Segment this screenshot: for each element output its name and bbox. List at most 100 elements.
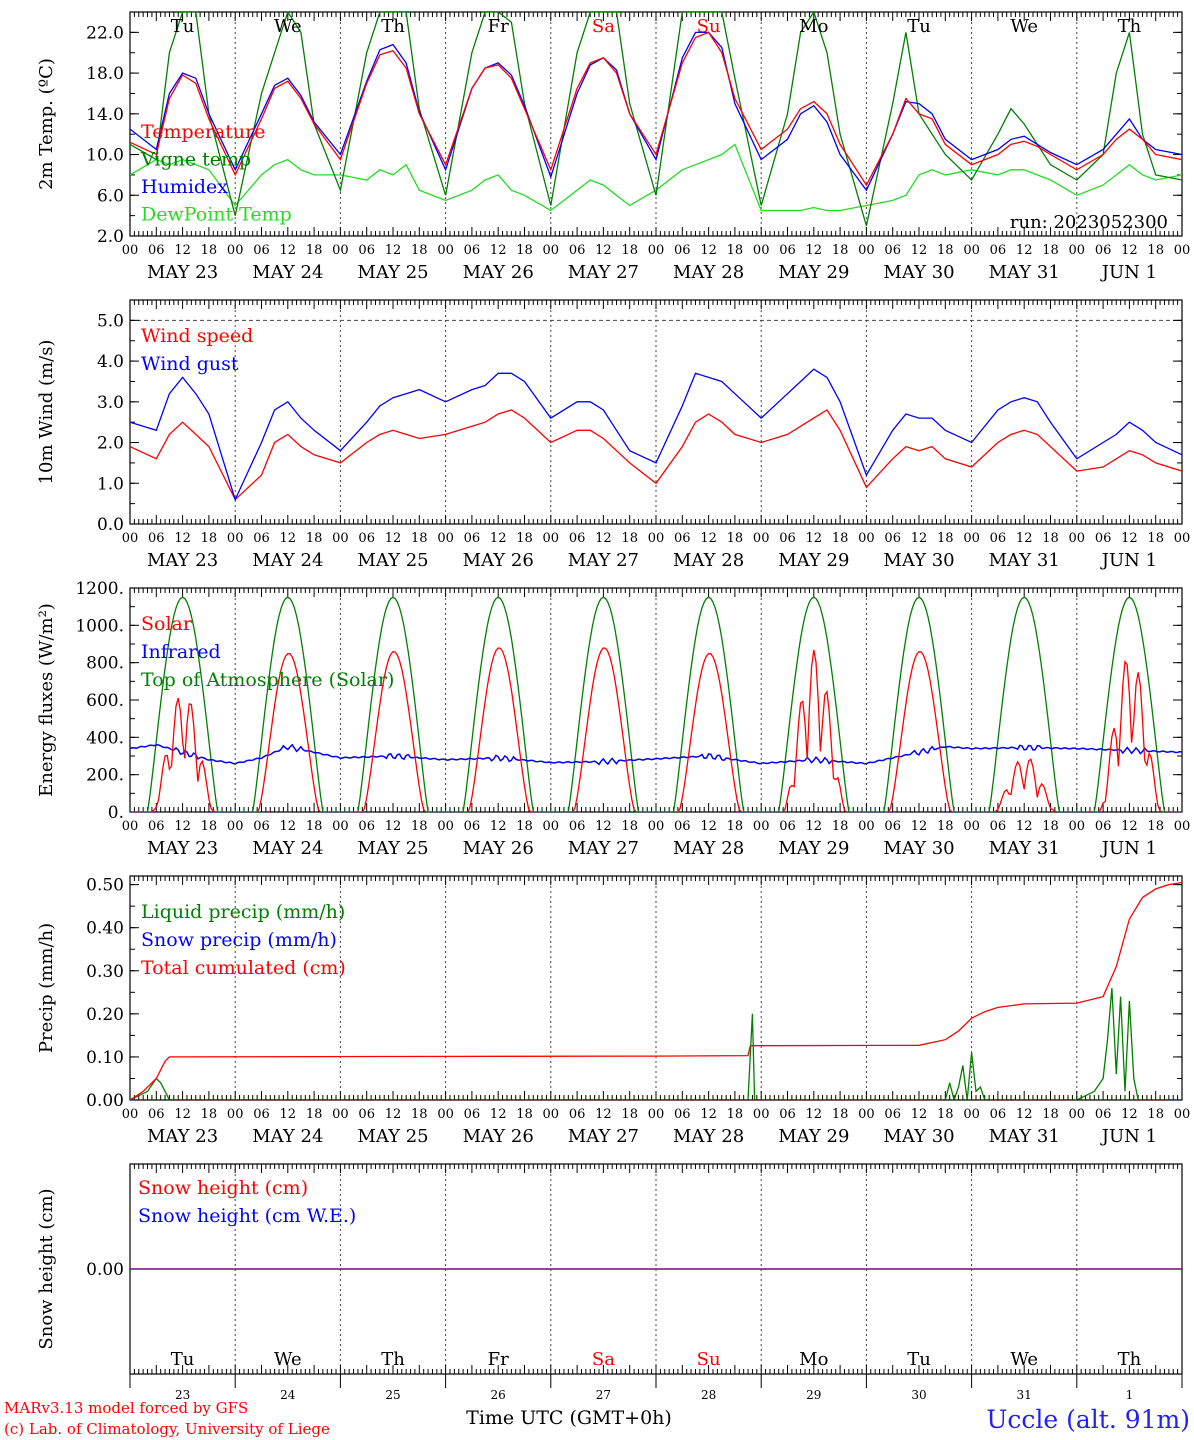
hour-tick-label: 06 [884,531,901,546]
hour-tick-label: 12 [911,531,928,546]
date-label: MAY 31 [989,838,1060,859]
hour-tick-label: 00 [543,531,560,546]
legend-entry: Total cumulated (cm) [141,957,346,979]
hour-tick-label: 18 [727,1107,744,1122]
date-label: JUN 1 [1100,1126,1157,1147]
hour-tick-label: 00 [753,243,770,258]
hour-tick-label: 12 [385,531,402,546]
date-label: MAY 25 [357,838,428,859]
hour-tick-label: 00 [437,531,454,546]
hour-tick-label: 12 [280,819,297,834]
hour-tick-label: 12 [174,1107,191,1122]
hour-tick-label: 00 [648,531,665,546]
run-annotation: run: 2023052300 [1010,212,1168,233]
hour-tick-label: 00 [543,1107,560,1122]
hour-tick-label: 00 [122,531,139,546]
hour-tick-label: 00 [648,1107,665,1122]
y-tick-label: 1.0 [97,474,124,494]
series-line-temperature [130,31,1182,187]
hour-tick-label: 06 [884,1107,901,1122]
hour-tick-label: 00 [963,243,980,258]
y-tick-label: 800. [86,654,124,674]
plot-area [130,881,1182,1100]
hour-tick-label: 18 [937,243,954,258]
hour-tick-label: 18 [306,531,323,546]
hour-tick-label: 06 [674,1107,691,1122]
hour-tick-label: 00 [1174,531,1191,546]
legend-entry: Humidex [141,176,228,198]
hour-tick-label: 00 [227,243,244,258]
hour-tick-label: 18 [1147,819,1164,834]
lab-credit: (c) Lab. of Climatology, University of L… [4,1420,330,1438]
plot-area [130,12,1182,226]
series-line-wind-gust [130,368,1182,502]
hour-tick-label: 18 [937,531,954,546]
date-label: MAY 23 [147,838,218,859]
hour-tick-label: 06 [148,1107,165,1122]
day-label: Th [381,16,405,37]
hour-tick-label: 18 [727,531,744,546]
hour-tick-label: 18 [306,819,323,834]
day-number: 30 [911,1388,926,1402]
hour-tick-label: 00 [1174,243,1191,258]
series-line-solar [130,647,1182,812]
legend-entry: Top of Atmosphere (Solar) [141,669,394,691]
hour-tick-label: 00 [332,243,349,258]
hour-tick-label: 06 [1095,819,1112,834]
date-label: MAY 26 [463,550,534,571]
legend-entry: Infrared [141,641,221,663]
hour-tick-label: 00 [543,819,560,834]
legend-entry: DewPoint Temp [141,204,292,226]
hour-tick-label: 00 [227,1107,244,1122]
date-label: MAY 26 [463,1126,534,1147]
day-label: Fr [488,16,509,37]
hour-tick-label: 06 [1095,1107,1112,1122]
y-axis-label: Precip (mm/h) [36,923,57,1053]
hour-tick-label: 12 [490,819,507,834]
hour-tick-label: 18 [727,243,744,258]
hour-tick-label: 12 [806,819,823,834]
hour-tick-label: 18 [727,819,744,834]
hour-tick-label: 00 [753,531,770,546]
hour-tick-label: 18 [201,531,218,546]
y-tick-label: 5.0 [97,311,124,331]
hour-tick-label: 00 [963,1107,980,1122]
y-axis-label: 2m Temp. (ºC) [36,58,57,190]
date-label: JUN 1 [1100,838,1157,859]
date-label: MAY 25 [357,262,428,283]
hour-tick-label: 06 [253,243,270,258]
hour-tick-label: 18 [201,1107,218,1122]
hour-tick-label: 18 [1042,243,1059,258]
y-tick-label: 2.0 [97,434,124,454]
hour-tick-label: 00 [227,819,244,834]
day-number: 29 [806,1388,821,1402]
date-label: MAY 30 [883,262,954,283]
day-label: Tu [171,1349,195,1370]
hour-tick-label: 06 [358,1107,375,1122]
y-tick-label: 22.0 [86,23,124,43]
hour-tick-label: 12 [700,1107,717,1122]
hour-tick-label: 18 [1042,819,1059,834]
hour-tick-label: 18 [832,1107,849,1122]
hour-tick-label: 12 [806,531,823,546]
date-label: MAY 31 [989,550,1060,571]
hour-tick-label: 06 [779,243,796,258]
hour-tick-label: 06 [779,1107,796,1122]
legend-entry: Snow height (cm W.E.) [138,1205,356,1227]
date-label: MAY 31 [989,262,1060,283]
hour-tick-label: 12 [911,1107,928,1122]
y-tick-label: 1200. [75,579,124,599]
date-label: MAY 24 [252,550,323,571]
hour-tick-label: 18 [937,819,954,834]
hour-tick-label: 12 [1121,819,1138,834]
day-label: We [274,16,302,37]
hour-tick-label: 12 [174,243,191,258]
hour-tick-label: 06 [464,1107,481,1122]
model-credit: MARv3.13 model forced by GFS [4,1399,248,1417]
hour-tick-label: 12 [280,243,297,258]
day-label: Fr [488,1349,509,1370]
hour-tick-label: 12 [1016,819,1033,834]
hour-tick-label: 18 [621,243,638,258]
hour-tick-label: 12 [700,243,717,258]
date-label: MAY 29 [778,550,849,571]
